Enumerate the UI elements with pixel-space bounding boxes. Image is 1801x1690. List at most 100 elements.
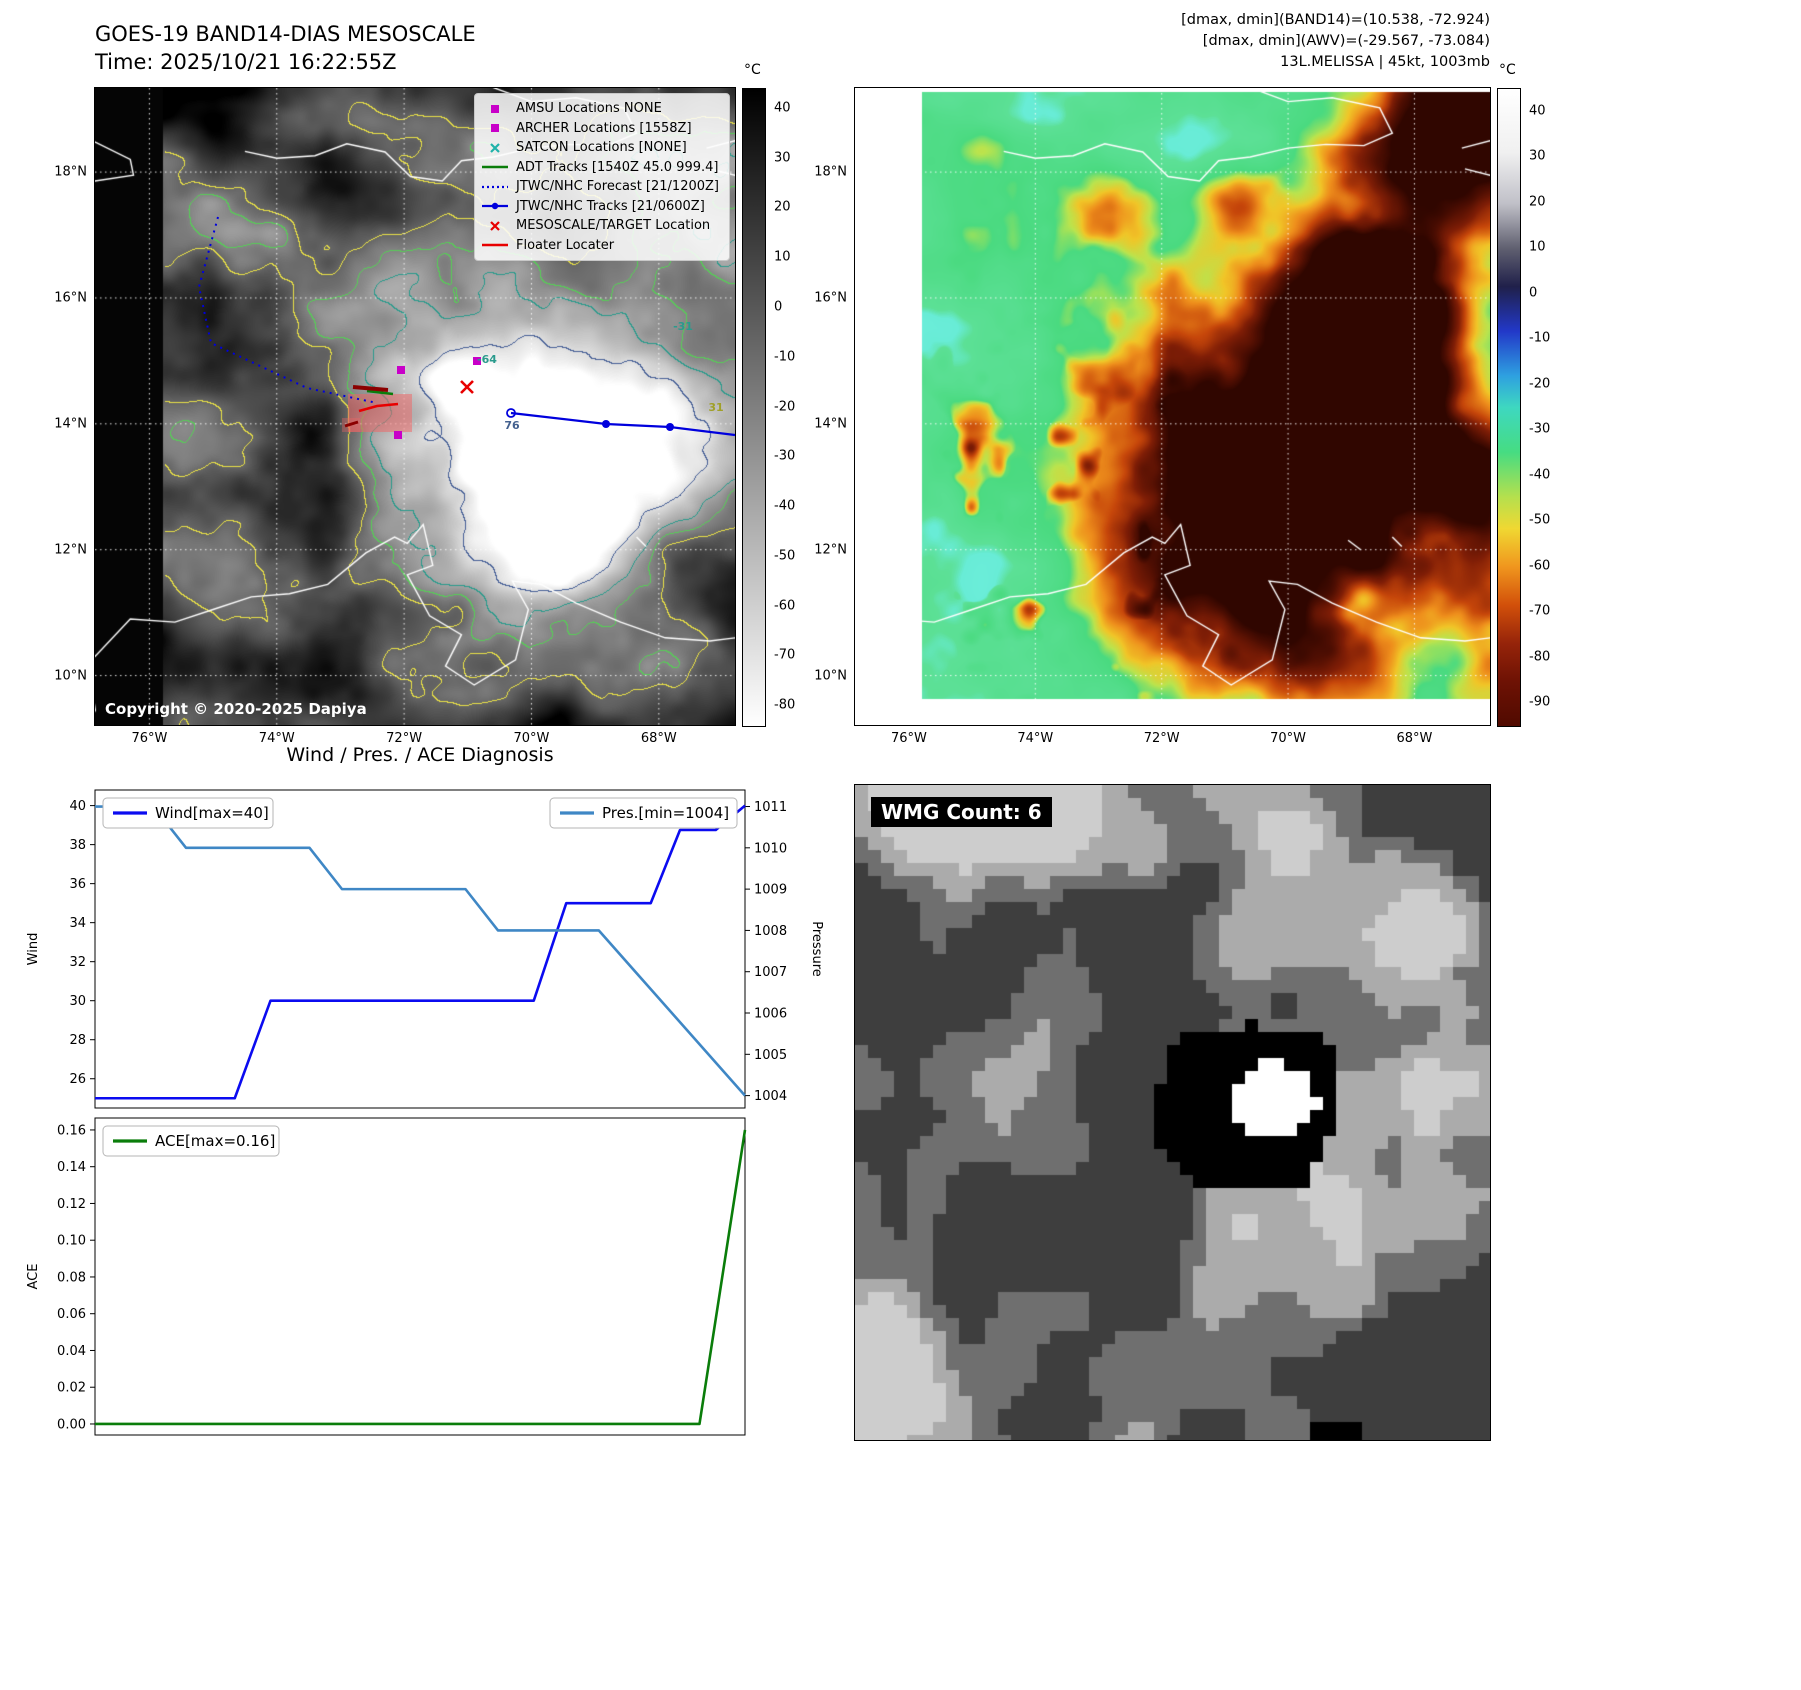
copyright-text: Copyright © 2020-2025 Dapiya bbox=[105, 700, 367, 718]
lon-tick-label: 74°W bbox=[1017, 731, 1054, 746]
legend-item-label: ARCHER Locations [1558Z] bbox=[516, 120, 692, 136]
lat-tick-label: 16°N bbox=[814, 290, 847, 306]
colorbar-tick-label: -10 bbox=[1529, 330, 1551, 346]
mesoscale-target-marker bbox=[460, 380, 474, 394]
band14-colorbar-unit: °C bbox=[744, 62, 761, 78]
colorbar-tick-label: -10 bbox=[774, 349, 796, 365]
y-tick-label: 26 bbox=[69, 1072, 86, 1087]
y-tick-label: 36 bbox=[69, 877, 86, 892]
floater-locater-line bbox=[358, 402, 399, 413]
colorbar-tick-label: -20 bbox=[1529, 376, 1551, 392]
jtwc-track-line bbox=[510, 411, 735, 437]
map-legend: AMSU Locations NONE ARCHER Locations [155… bbox=[474, 93, 730, 261]
y-tick-label: 0.00 bbox=[57, 1417, 86, 1432]
colorbar-tick-label: -60 bbox=[1529, 558, 1551, 574]
awv-map-panel bbox=[854, 87, 1491, 726]
colorbar-tick-label: 30 bbox=[774, 150, 791, 166]
track-point bbox=[602, 420, 610, 428]
y-tick-label: 0.10 bbox=[57, 1234, 86, 1249]
y-tick-label: 0.06 bbox=[57, 1307, 86, 1322]
lat-tick-label: 12°N bbox=[814, 542, 847, 558]
legend-item-label: ADT Tracks [1540Z 45.0 999.4] bbox=[516, 159, 719, 175]
chart-frame bbox=[94, 1117, 746, 1436]
colorbar-tick-label: -70 bbox=[774, 647, 796, 663]
lon-tick-label: 68°W bbox=[640, 731, 677, 746]
x-marker-icon bbox=[490, 142, 500, 153]
y-tick-label: 0.08 bbox=[57, 1270, 86, 1285]
y2-tick-label: 1008 bbox=[754, 924, 787, 939]
lon-tick-label: 68°W bbox=[1396, 731, 1433, 746]
colorbar-tick-label: 30 bbox=[1529, 148, 1546, 164]
chart-legend-box bbox=[102, 1125, 280, 1157]
legend-item-label: AMSU Locations NONE bbox=[516, 101, 662, 117]
colorbar-tick-label: -60 bbox=[774, 598, 796, 614]
archer-location-marker bbox=[394, 431, 402, 439]
line-marker-icon bbox=[482, 244, 508, 247]
legend-item-label: SATCON Locations [NONE] bbox=[516, 140, 687, 156]
adt-track-line bbox=[366, 389, 394, 396]
right-map-header: [dmax, dmin](BAND14)=(10.538, -72.924) [… bbox=[900, 10, 1490, 73]
series-line bbox=[95, 1129, 747, 1426]
series-line bbox=[95, 804, 746, 1100]
colorbar-tick-label: -80 bbox=[774, 697, 796, 713]
colorbar-tick-label: -40 bbox=[1529, 467, 1551, 483]
colorbar-tick-label: 10 bbox=[774, 249, 791, 265]
chart-title: Wind / Pres. / ACE Diagnosis bbox=[286, 744, 554, 766]
colorbar-tick-label: 0 bbox=[1529, 285, 1538, 301]
lon-tick-label: 76°W bbox=[891, 731, 927, 746]
y-tick-label: 34 bbox=[69, 916, 86, 931]
lat-tick-label: 16°N bbox=[54, 290, 87, 306]
wmg-image bbox=[855, 785, 1490, 1440]
awv-colorbar bbox=[1497, 88, 1521, 727]
contour-label: -31 bbox=[673, 320, 693, 333]
legend-item: ARCHER Locations [1558Z] bbox=[480, 119, 719, 139]
lat-tick-label: 14°N bbox=[54, 416, 87, 432]
dotted-marker-icon bbox=[482, 185, 508, 188]
lon-tick-label: 72°W bbox=[386, 731, 423, 746]
y-tick-label: 40 bbox=[69, 799, 86, 814]
y-tick-label: 0.12 bbox=[57, 1197, 86, 1212]
y-axis-label: Wind bbox=[26, 933, 41, 966]
band14-colorbar bbox=[742, 88, 766, 727]
legend-item: JTWC/NHC Tracks [21/0600Z] bbox=[480, 197, 719, 217]
colorbar-tick-label: -30 bbox=[1529, 421, 1551, 437]
wmg-count-label: WMG Count: 6 bbox=[871, 797, 1052, 827]
series-line bbox=[95, 805, 746, 1097]
y-axis-label: ACE bbox=[26, 1264, 41, 1290]
y-tick-label: 0.16 bbox=[57, 1123, 86, 1138]
colorbar-tick-label: -80 bbox=[1529, 649, 1551, 665]
y2-axis-label: Pressure bbox=[809, 921, 824, 977]
colorbar-tick-label: -50 bbox=[774, 548, 796, 564]
lat-tick-label: 14°N bbox=[814, 416, 847, 432]
wmg-panel: WMG Count: 6 bbox=[854, 784, 1491, 1441]
track-open-point bbox=[506, 408, 516, 418]
left-map-title: GOES-19 BAND14-DIAS MESOSCALE bbox=[95, 22, 476, 46]
x-marker-icon bbox=[490, 220, 500, 231]
wind-pres-ace-charts: 26 28 30 32 34 36 38 40 Wind 1004 1005 1006 1007 1008… bbox=[26, 789, 824, 1436]
colorbar-tick-label: -30 bbox=[774, 448, 796, 464]
chart-legend-box bbox=[102, 797, 274, 829]
y2-tick-label: 1010 bbox=[754, 841, 787, 856]
y2-tick-label: 1007 bbox=[754, 965, 787, 980]
awv-colorbar-unit: °C bbox=[1499, 62, 1516, 78]
colorbar-tick-label: -90 bbox=[1529, 694, 1551, 710]
colorbar-tick-label: 20 bbox=[774, 199, 791, 215]
storm-id-text: 13L.MELISSA | 45kt, 1003mb bbox=[1280, 54, 1490, 70]
line-marker-icon bbox=[482, 166, 508, 169]
band14-map-panel: -31 -64 76 31 AMSU Locations NONE ARCHER Loc… bbox=[94, 87, 736, 726]
contour-label: 31 bbox=[708, 401, 723, 414]
dmax-dmin-awv-text: [dmax, dmin](AWV)=(-29.567, -73.084) bbox=[1202, 33, 1490, 49]
contour-label: 76 bbox=[504, 419, 520, 432]
dark-red-track bbox=[352, 385, 389, 392]
colorbar-tick-label: -20 bbox=[774, 399, 796, 414]
legend-item-label: Floater Locater bbox=[516, 237, 615, 253]
square-marker-icon bbox=[491, 124, 499, 133]
track-point bbox=[666, 423, 674, 431]
y2-tick-label: 1011 bbox=[754, 800, 787, 815]
legend-item-label: MESOSCALE/TARGET Location bbox=[516, 218, 711, 234]
left-map-time: Time: 2025/10/21 16:22:55Z bbox=[95, 50, 397, 74]
map-annotations-overlay: -31 -64 76 31 bbox=[197, 216, 735, 439]
lat-tick-label: 18°N bbox=[54, 164, 87, 180]
lon-tick-label: 72°W bbox=[1143, 731, 1180, 746]
y-tick-label: 30 bbox=[69, 994, 86, 1009]
